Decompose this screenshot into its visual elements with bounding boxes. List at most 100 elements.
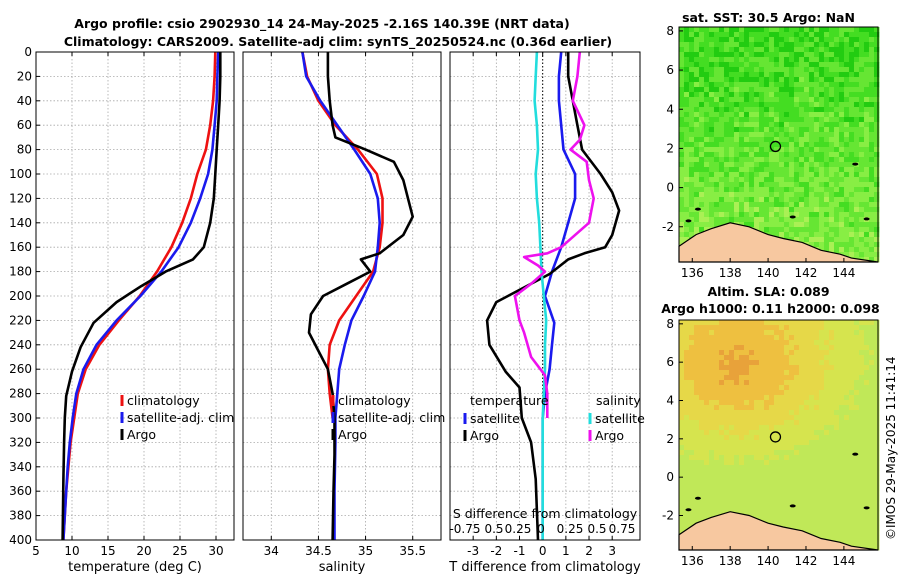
map-cell [824,405,830,411]
map-cell [829,480,835,486]
map-cell [744,400,750,406]
map-cell [864,172,870,178]
map-cell [709,455,715,461]
map-cell [844,450,850,456]
map-cell [859,132,865,138]
map-cell [809,27,815,33]
map-cell [839,67,845,73]
map-cell [869,152,875,158]
map-cell [784,520,790,526]
map-cell [689,77,695,83]
map-cell [834,465,840,471]
map-cell [864,57,870,63]
map-cell [789,325,795,331]
map-cell [864,62,870,68]
map-cell [704,455,710,461]
map-cell [814,172,820,178]
map-cell [774,152,780,158]
map-cell [804,167,810,173]
map-cell [679,167,685,173]
map-cell [864,470,870,476]
map-cell [839,460,845,466]
map-cell [804,82,810,88]
map-cell [819,187,825,193]
map-cell [734,67,740,73]
map-cell [789,520,795,526]
map-cell [759,87,765,93]
map-cell [849,187,855,193]
map-cell [859,47,865,53]
map-cell [834,112,840,118]
map-cell [809,490,815,496]
map-cell [874,227,880,233]
map-cell [689,400,695,406]
map-cell [789,122,795,128]
map-cell [789,435,795,441]
map-cell [819,162,825,168]
map-cell [799,132,805,138]
map-cell [854,172,860,178]
map-cell [794,57,800,63]
map-cell [759,380,765,386]
map-cell [814,117,820,123]
map-cell [784,375,790,381]
y-tick-label: 160 [9,240,32,254]
map-cell [849,177,855,183]
map-cell [754,360,760,366]
map-cell [859,390,865,396]
map-cell [699,157,705,163]
map-cell [824,390,830,396]
map-cell [819,375,825,381]
map-cell [869,27,875,33]
map-cell [729,370,735,376]
map-cell [794,345,800,351]
map-cell [729,102,735,108]
map-cell [834,480,840,486]
map-cell [834,32,840,38]
map-cell [839,370,845,376]
map-cell [679,52,685,58]
map-cell [869,540,875,546]
map-cell [724,137,730,143]
map-cell [779,162,785,168]
map-cell [689,390,695,396]
map-cell [804,415,810,421]
map-cell [849,350,855,356]
map-cell [849,57,855,63]
map-cell [864,535,870,541]
map-cell [764,505,770,511]
map-cell [759,192,765,198]
map-cell [819,172,825,178]
x-tick-label: 1 [562,544,570,558]
map-cell [824,177,830,183]
map-cell [809,335,815,341]
map-cell [849,380,855,386]
map-cell [739,182,745,188]
map-cell [684,480,690,486]
map-cell [794,355,800,361]
map-cell [724,72,730,78]
map-cell [834,365,840,371]
map-cell [679,470,685,476]
map-cell [714,510,720,516]
map-cell [769,92,775,98]
map-cell [859,82,865,88]
map-cell [844,350,850,356]
map-cell [699,92,705,98]
map-cell [794,470,800,476]
map-cell [709,415,715,421]
map-cell [834,375,840,381]
map-cell [824,495,830,501]
map-cell [724,430,730,436]
map-cell [684,390,690,396]
y-tick-label: 260 [9,362,32,376]
map-cell [784,510,790,516]
map-cell [849,137,855,143]
map-cell [839,455,845,461]
map-cell [749,217,755,223]
map-cell [799,67,805,73]
map-cell [709,480,715,486]
map-cell [784,92,790,98]
map-cell [764,355,770,361]
map-cell [759,425,765,431]
